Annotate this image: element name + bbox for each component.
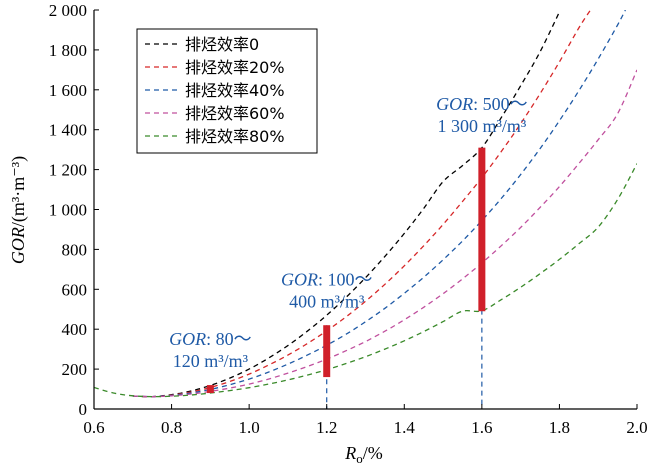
annotation-line1-1: GOR: 100～ [281,269,373,289]
legend-label-1: 排烃效率20% [185,58,285,77]
series-line-3 [132,69,637,398]
annotation-line2-0: 120 m³/m³ [173,351,249,371]
annotation-line2-2: 1 300 m³/m³ [437,116,526,136]
axes-layer: 0 200 400 600 800 1 000 1 200 1 400 1 600 1 800 2 … [49,1,648,437]
x-tick-label: 0.8 [161,418,182,437]
legend-label-0: 排烃效率0 [185,35,259,54]
y-tick-label: 1 200 [49,161,87,180]
y-tick-label: 200 [62,360,88,379]
range-bar-1 [323,325,331,378]
range-bar-2 [478,147,486,312]
y-tick-label: 2 000 [49,1,87,20]
annotation-line1-2: GOR: 500～ [436,94,528,114]
y-tick-label: 1 800 [49,41,87,60]
series-line-2 [132,10,626,398]
x-tick-label: 1.2 [316,418,337,437]
legend-label-3: 排烃效率60% [185,104,285,123]
range-bar-0 [206,385,214,394]
y-tick-label: 600 [62,280,88,299]
annotation-line1-0: GOR: 80～ [169,329,252,349]
legend-box [136,28,318,154]
y-tick-label: 0 [79,400,88,419]
series-line-0 [132,11,560,398]
annotation-layer: GOR: 80～120 m³/m³ GOR: 100～400 m³/m³ GOR: … [169,94,528,371]
x-tick-label: 1.8 [549,418,570,437]
y-tick-label: 1 400 [49,121,87,140]
series-layer [94,10,637,398]
x-tick-label: 2.0 [626,418,647,437]
legend-label-4: 排烃效率80% [185,127,285,146]
legend-label-2: 排烃效率40% [185,81,285,100]
x-tick-label: 1.0 [239,418,260,437]
x-axis-label: Ro/% [344,443,383,466]
annotation-line2-1: 400 m³/m³ [289,291,365,311]
series-line-4 [94,163,637,398]
y-tick-label: 400 [62,320,88,339]
x-tick-label: 1.4 [394,418,416,437]
y-axis-label: GOR/(m³·m⁻³) [8,156,29,264]
legend: 排烃效率0 排烃效率20% 排烃效率40% 排烃效率60% 排烃效率80% [136,28,318,154]
y-tick-label: 800 [62,240,88,259]
y-tick-label: 1 000 [49,201,87,220]
x-tick-label: 1.6 [471,418,492,437]
range-layer [206,147,486,409]
x-tick-label: 0.6 [83,418,104,437]
y-tick-label: 1 600 [49,81,87,100]
